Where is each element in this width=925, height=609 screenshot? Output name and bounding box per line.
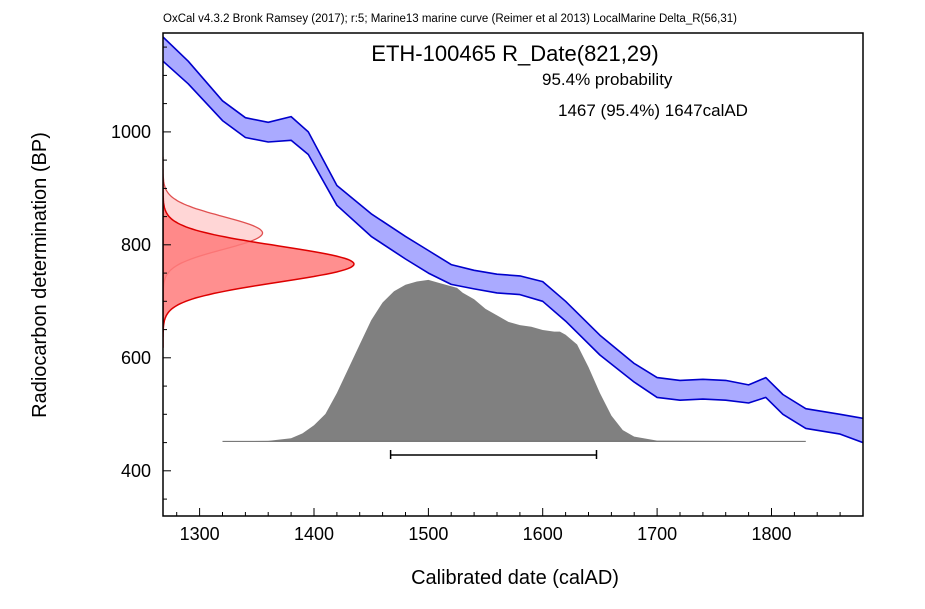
x-tick-label: 1800 xyxy=(751,524,791,544)
calibration-curve-band xyxy=(163,37,863,443)
y-axis-label: Radiocarbon determination (BP) xyxy=(29,132,51,418)
y-tick-label: 600 xyxy=(121,348,151,368)
plot-frame xyxy=(162,32,864,517)
y-tick-label: 1000 xyxy=(111,122,151,142)
calibration-curve-lower-line xyxy=(163,60,863,444)
chart-title: ETH-100465 R_Date(821,29) xyxy=(371,41,658,66)
y-tick-label: 400 xyxy=(121,461,151,481)
chart-header: OxCal v4.3.2 Bronk Ramsey (2017); r:5; M… xyxy=(163,13,737,25)
x-tick-label: 1600 xyxy=(523,524,563,544)
x-axis-label: Calibrated date (calAD) xyxy=(411,567,619,589)
posterior-distribution xyxy=(222,279,806,442)
measured-probability-distribution xyxy=(163,179,355,348)
range-label: 1467 (95.4%) 1647calAD xyxy=(558,101,748,120)
probability-label: 95.4% probability xyxy=(542,70,673,89)
x-tick-label: 1700 xyxy=(637,524,677,544)
hpd-range-bar xyxy=(389,450,598,459)
x-tick-label: 1500 xyxy=(408,524,448,544)
x-tick-label: 1400 xyxy=(294,524,334,544)
x-tick-label: 1300 xyxy=(180,524,220,544)
calibration-curve-upper-line xyxy=(163,36,863,420)
y-tick-label: 800 xyxy=(121,235,151,255)
